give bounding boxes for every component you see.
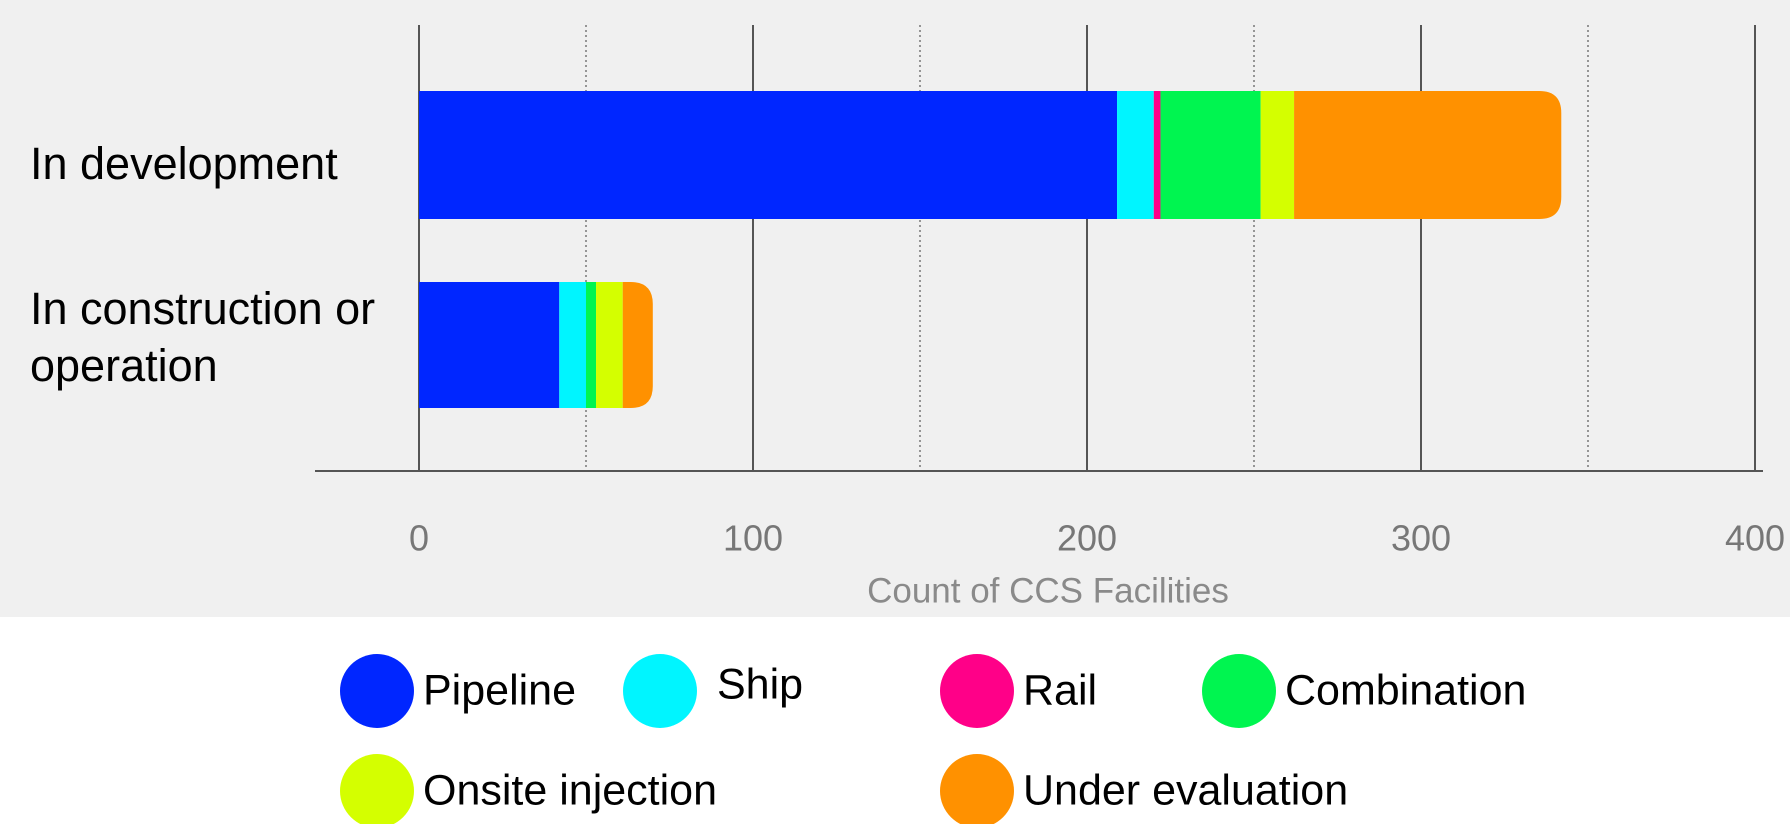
bar-segment [622, 282, 653, 408]
legend-swatch [940, 754, 1014, 824]
bar-segment [419, 282, 560, 408]
legend-label: Ship [717, 660, 803, 708]
legend-swatch [940, 654, 1014, 728]
x-tick-label: 200 [1057, 518, 1117, 559]
bar-segment [1153, 91, 1161, 219]
bar-segment [1117, 91, 1154, 219]
bar-segment [586, 282, 597, 408]
x-tick-label: 400 [1725, 518, 1785, 559]
legend-swatch [1202, 654, 1276, 728]
x-tick-label: 300 [1391, 518, 1451, 559]
bar-segment [596, 282, 623, 408]
legend-label: Pipeline [423, 666, 576, 714]
bar-segment [419, 91, 1118, 219]
x-axis-title: Count of CCS Facilities [867, 571, 1229, 610]
legend-swatch [623, 654, 697, 728]
bar-segment [1260, 91, 1295, 219]
category-label: In construction or operation [30, 283, 376, 391]
bar-segment [1294, 91, 1562, 219]
legend-label: Onsite injection [423, 766, 717, 814]
legend-label: Combination [1285, 666, 1526, 714]
bar-segment [1160, 91, 1261, 219]
legend-swatch [340, 754, 414, 824]
x-tick-label: 100 [723, 518, 783, 559]
x-tick-label: 0 [409, 518, 429, 559]
category-label: In development [30, 138, 338, 189]
legend-label: Under evaluation [1023, 766, 1348, 814]
bar-segment [559, 282, 586, 408]
legend-swatch [340, 654, 414, 728]
legend-label: Rail [1023, 666, 1097, 714]
